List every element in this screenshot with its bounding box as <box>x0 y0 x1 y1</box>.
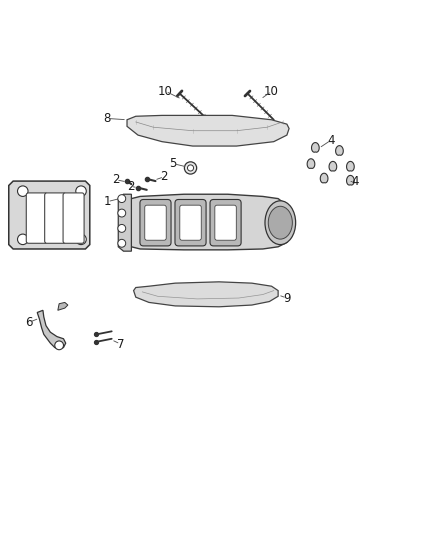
Circle shape <box>184 162 197 174</box>
Circle shape <box>118 239 126 247</box>
Text: 2: 2 <box>160 170 168 183</box>
Text: 5: 5 <box>251 198 258 211</box>
FancyBboxPatch shape <box>63 193 84 243</box>
Polygon shape <box>127 115 289 146</box>
Circle shape <box>263 199 276 211</box>
Circle shape <box>76 186 86 197</box>
Circle shape <box>118 209 126 217</box>
FancyBboxPatch shape <box>140 199 171 246</box>
Text: 10: 10 <box>264 85 279 98</box>
Circle shape <box>118 195 126 203</box>
FancyBboxPatch shape <box>175 199 206 246</box>
Text: 3: 3 <box>40 199 47 213</box>
FancyBboxPatch shape <box>145 205 166 240</box>
Polygon shape <box>346 161 354 171</box>
Polygon shape <box>329 161 337 171</box>
Text: 9: 9 <box>283 292 291 304</box>
Polygon shape <box>9 181 90 249</box>
Polygon shape <box>307 159 315 168</box>
Circle shape <box>266 202 272 208</box>
Ellipse shape <box>268 206 293 239</box>
Text: 10: 10 <box>158 85 173 98</box>
FancyBboxPatch shape <box>45 193 66 243</box>
Ellipse shape <box>265 201 296 245</box>
Circle shape <box>187 165 194 171</box>
FancyBboxPatch shape <box>210 199 241 246</box>
Text: 2: 2 <box>127 180 134 193</box>
Circle shape <box>18 234 28 245</box>
Text: 6: 6 <box>25 316 32 329</box>
Text: 2: 2 <box>112 173 120 186</box>
Polygon shape <box>311 142 319 152</box>
Polygon shape <box>346 175 354 185</box>
Polygon shape <box>134 282 278 307</box>
Polygon shape <box>125 194 289 250</box>
Text: 4: 4 <box>351 175 359 188</box>
FancyBboxPatch shape <box>215 205 237 240</box>
Polygon shape <box>336 146 343 155</box>
Text: 5: 5 <box>170 157 177 170</box>
Circle shape <box>118 224 126 232</box>
Circle shape <box>55 341 64 350</box>
Circle shape <box>76 234 86 245</box>
FancyBboxPatch shape <box>26 193 47 243</box>
Text: 8: 8 <box>104 112 111 125</box>
Text: 7: 7 <box>117 337 124 351</box>
Polygon shape <box>118 194 131 251</box>
FancyBboxPatch shape <box>180 205 201 240</box>
Polygon shape <box>320 173 328 183</box>
Polygon shape <box>37 310 66 349</box>
Text: 4: 4 <box>327 134 335 147</box>
Circle shape <box>18 186 28 197</box>
Text: 1: 1 <box>103 195 111 208</box>
Polygon shape <box>58 302 68 310</box>
